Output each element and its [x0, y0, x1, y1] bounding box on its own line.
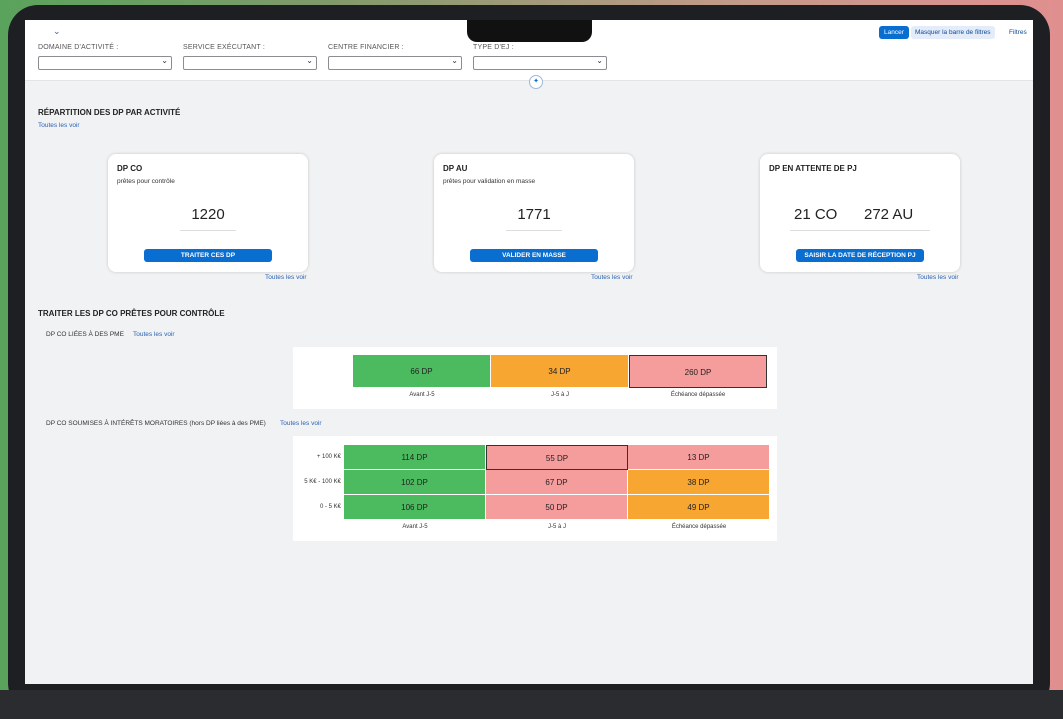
x-axis-label: Échéance dépassée — [671, 524, 727, 530]
moratoires-heatmap: + 100 K€ 114 DP 55 DP 13 DP 5 K€ - 100 K€ 102… — [293, 436, 777, 541]
divider — [180, 230, 236, 231]
chevron-down-icon: ⌄ — [161, 56, 168, 65]
filter-service: SERVICE EXÉCUTANT : ⌄ — [183, 44, 317, 70]
filter-type-ej: TYPE D'EJ : ⌄ — [473, 44, 607, 70]
card-value: 1220 — [191, 206, 225, 223]
card-value-au: 272 AU — [864, 206, 914, 223]
heatmap-cell[interactable]: 260 DP — [629, 355, 767, 388]
card-dp-au: DP AU prêtes pour validation en masse 17… — [434, 154, 634, 272]
filter-label: DOMAINE D'ACTIVITÉ : — [38, 44, 119, 51]
heatmap-cell[interactable]: 106 DP — [344, 495, 486, 520]
camera-notch — [467, 20, 592, 42]
x-axis-label: Avant J-5 — [409, 392, 435, 398]
chevron-down-icon[interactable]: ⌄ — [53, 26, 61, 36]
hide-filterbar-button[interactable]: Masquer la barre de filtres — [911, 26, 995, 39]
card-subtitle: prêtes pour validation en masse — [443, 178, 536, 185]
heatmap-cell[interactable]: 50 DP — [486, 495, 628, 520]
pme-label: DP CO LIÉES À DES PME — [46, 331, 124, 338]
valider-masse-button[interactable]: VALIDER EN MASSE — [470, 249, 598, 262]
heatmap-cell[interactable]: 49 DP — [628, 495, 770, 520]
moratoires-label: DP CO SOUMISES À INTÉRÊTS MORATOIRES (ho… — [46, 420, 266, 427]
see-all-link[interactable]: Toutes les voir — [38, 122, 80, 129]
divider — [506, 230, 562, 231]
heatmap-cell[interactable]: 66 DP — [353, 355, 491, 388]
heatmap-cell[interactable]: 102 DP — [344, 470, 486, 495]
chevron-down-icon: ⌄ — [451, 56, 458, 65]
card-title: DP AU — [443, 164, 468, 173]
pme-heatmap: 66 DP 34 DP 260 DP Avant J-5 J-5 à J Échéance… — [293, 347, 777, 409]
heatmap-cell[interactable]: 34 DP — [491, 355, 629, 388]
screen: ⌄ DOMAINE D'ACTIVITÉ : ⌄ SERVICE EXÉCUTA… — [25, 20, 1033, 684]
x-axis-label: J-5 à J — [550, 392, 569, 398]
x-axis-label: Avant J-5 — [402, 524, 428, 530]
section-title-repartition: RÉPARTITION DES DP PAR ACTIVITÉ — [38, 108, 181, 117]
divider — [790, 230, 930, 231]
card-title: DP CO — [117, 164, 143, 173]
filter-label: TYPE D'EJ : — [473, 44, 514, 51]
filter-domaine: DOMAINE D'ACTIVITÉ : ⌄ — [38, 44, 172, 70]
card-value-co: 21 CO — [794, 206, 838, 223]
card-title: DP EN ATTENTE DE PJ — [769, 164, 857, 173]
section-title-traiter: TRAITER LES DP CO PRÊTES POUR CONTRÔLE — [38, 309, 225, 318]
see-all-link[interactable]: Toutes les voir — [265, 274, 307, 281]
filter-centre-financier: CENTRE FINANCIER : ⌄ — [328, 44, 462, 70]
heatmap-cell[interactable]: 38 DP — [628, 470, 770, 495]
centre-financier-select[interactable]: ⌄ — [328, 56, 462, 70]
card-dp-attente-pj: DP EN ATTENTE DE PJ 21 CO 272 AU SAISIR … — [760, 154, 960, 272]
y-axis-label: 5 K€ - 100 K€ — [304, 478, 341, 485]
domaine-select[interactable]: ⌄ — [38, 56, 172, 70]
filters-button[interactable]: Filtres — [1009, 29, 1027, 36]
card-subtitle: prêtes pour contrôle — [117, 178, 175, 185]
see-all-link[interactable]: Toutes les voir — [133, 331, 175, 338]
filter-label: CENTRE FINANCIER : — [328, 44, 404, 51]
service-select[interactable]: ⌄ — [183, 56, 317, 70]
card-dp-co: DP CO prêtes pour contrôle 1220 TRAITER … — [108, 154, 308, 272]
laptop-base — [0, 690, 1063, 719]
heatmap-cell[interactable]: 13 DP — [628, 445, 770, 470]
chevron-down-icon: ⌄ — [306, 56, 313, 65]
see-all-link[interactable]: Toutes les voir — [591, 274, 633, 281]
lancer-button[interactable]: Lancer — [879, 26, 909, 39]
heatmap-cell[interactable]: 114 DP — [344, 445, 486, 470]
chevron-down-icon: ⌄ — [596, 56, 603, 65]
filter-label: SERVICE EXÉCUTANT : — [183, 44, 265, 51]
type-ej-select[interactable]: ⌄ — [473, 56, 607, 70]
pin-icon[interactable]: ✦ — [529, 75, 543, 89]
y-axis-label: + 100 K€ — [316, 453, 341, 460]
y-axis-label: 0 - 5 K€ — [319, 503, 341, 510]
traiter-dp-button[interactable]: TRAITER CES DP — [144, 249, 272, 262]
see-all-link[interactable]: Toutes les voir — [917, 274, 959, 281]
heatmap-cell[interactable]: 67 DP — [486, 470, 628, 495]
x-axis-label: Échéance dépassée — [670, 392, 726, 398]
x-axis-label: J-5 à J — [547, 524, 566, 530]
card-value: 1771 — [517, 206, 551, 223]
saisir-date-pj-button[interactable]: SAISIR LA DATE DE RÉCEPTION PJ — [796, 249, 924, 262]
see-all-link[interactable]: Toutes les voir — [280, 420, 322, 427]
heatmap-cell[interactable]: 55 DP — [486, 445, 628, 470]
